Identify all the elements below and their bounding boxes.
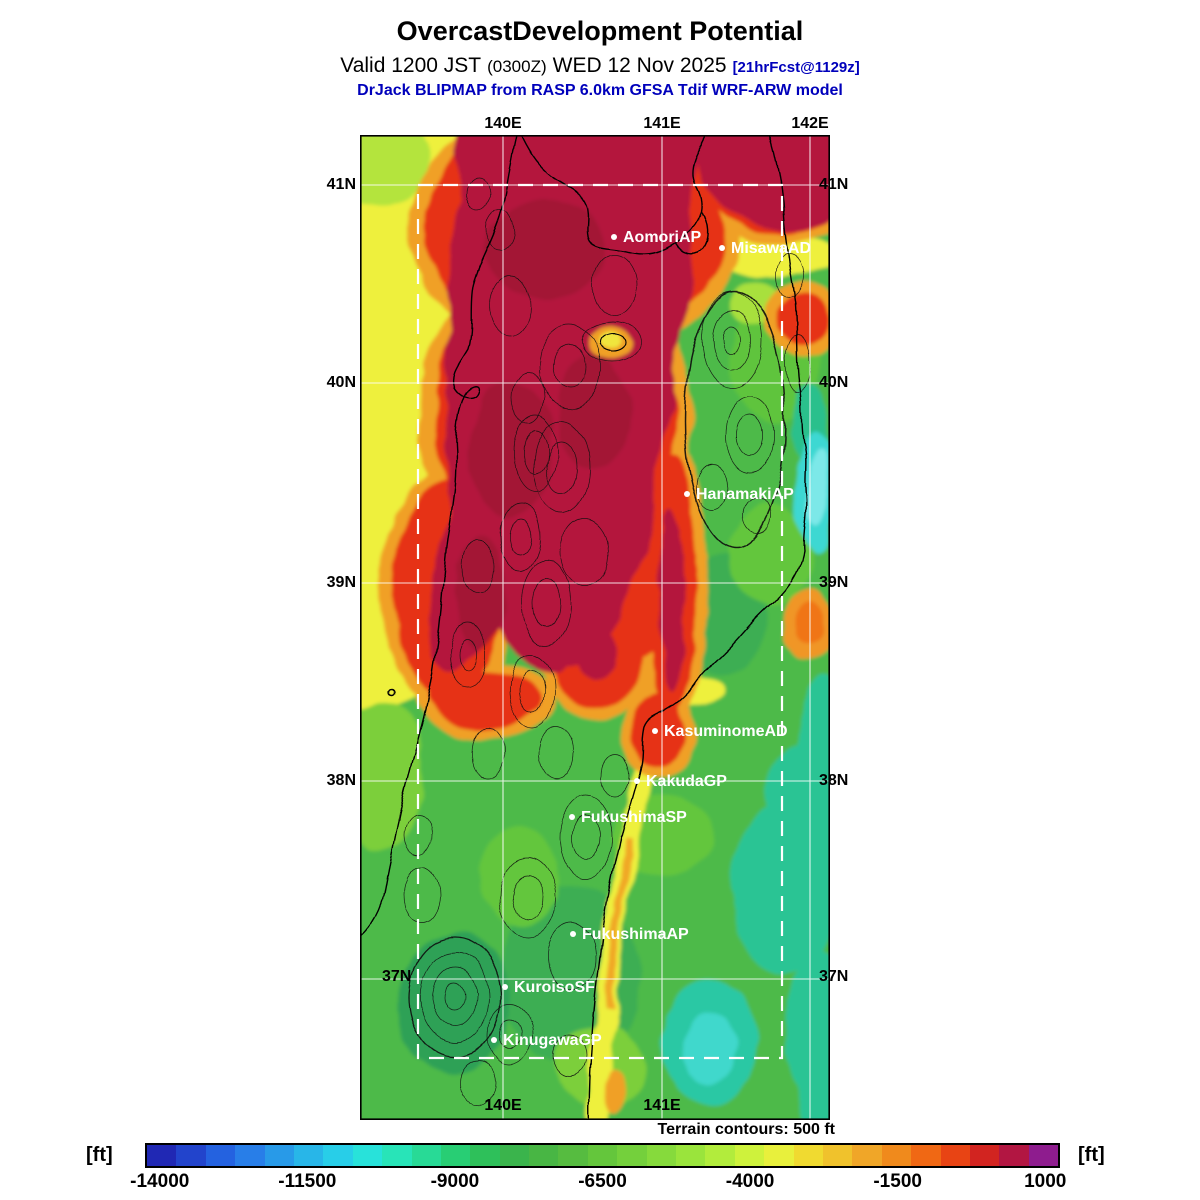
colorbar-tick-label: -9000: [430, 1171, 480, 1192]
colorbar-segment: [617, 1145, 647, 1166]
station-dot: [611, 234, 617, 240]
colorbar-tick-label: -4000: [725, 1171, 775, 1192]
colorbar-segment: [529, 1145, 559, 1166]
lat-label-left-40n: 40N: [326, 374, 356, 391]
colorbar-segment: [587, 1145, 618, 1166]
colorbar-ticks: -14000 -11500 -9000 -6500 -4000 -1500 1000: [130, 1171, 1066, 1195]
station-dot: [719, 245, 725, 251]
valid-date: WED 12 Nov 2025: [552, 54, 727, 77]
colorbar-tick-label: -14000: [130, 1171, 190, 1192]
colorbar-segment: [558, 1145, 588, 1166]
lat-label-left-38n: 38N: [326, 772, 356, 789]
colorbar-unit-left: [ft]: [86, 1144, 113, 1166]
station-label: HanamakiAP: [696, 486, 794, 503]
colorbar-segment: [969, 1145, 1000, 1166]
valid-line: Valid 1200 JST (0300Z) WED 12 Nov 2025 [21h…: [0, 54, 1200, 78]
colorbar-segment: [323, 1145, 353, 1166]
terrain-contour-lines: [403, 178, 811, 1106]
colorbar-tick-label: 1000: [1024, 1171, 1067, 1192]
colorbar-segment: [499, 1145, 530, 1166]
colorbar-segment: [705, 1145, 735, 1166]
lon-label-bottom-141e: 141E: [643, 1097, 681, 1114]
colorbar-tick-label: -6500: [578, 1171, 627, 1192]
colorbar-segment: [999, 1145, 1029, 1166]
colorbar-segment: [235, 1145, 265, 1166]
station-label: FukushimaAP: [582, 926, 689, 943]
stations: AomoriAP MisawaAD HanamakiAP KasuminomeA…: [491, 229, 811, 1049]
potential-field: [360, 135, 830, 1120]
lon-label-top-141e: 141E: [643, 115, 681, 132]
station-dot: [634, 778, 640, 784]
station-label: KakudaGP: [646, 773, 727, 790]
colorbar-segment: [411, 1145, 441, 1166]
valid-time: Valid 1200 JST: [340, 54, 482, 77]
model-domain-box: [416, 183, 784, 1060]
lat-label-right-40n: 40N: [819, 374, 849, 391]
station-label: KuroisoSF: [514, 979, 595, 996]
colorbar-segment: [911, 1145, 941, 1166]
colorbar-segment: [646, 1145, 677, 1166]
colorbar-segment: [470, 1145, 500, 1166]
valid-zulu: (0300Z): [487, 57, 547, 76]
forecast-tag: [21hrFcst@1129z]: [732, 59, 860, 76]
colorbar-segment: [176, 1145, 206, 1166]
lon-label-top-140e: 140E: [484, 115, 522, 132]
colorbar-segment: [734, 1145, 765, 1166]
model-line: DrJack BLIPMAP from RASP 6.0km GFSA Tdif…: [357, 82, 843, 99]
colorbar-segment: [147, 1145, 177, 1166]
colorbar-tick-label: -11500: [278, 1171, 337, 1192]
station-dot: [570, 931, 576, 937]
station-dot: [502, 984, 508, 990]
colorbar-segment: [764, 1145, 794, 1166]
colorbar-segment: [940, 1145, 970, 1166]
lat-label-right-39n: 39N: [819, 574, 849, 591]
lat-label-right-37n: 37N: [819, 968, 849, 985]
station-label: KinugawaGP: [503, 1032, 602, 1049]
colorbar-unit-right: [ft]: [1078, 1144, 1105, 1166]
colorbar-segment: [1028, 1145, 1059, 1166]
station-label: FukushimaSP: [581, 809, 687, 826]
colorbar-segment: [881, 1145, 912, 1166]
colorbar-segment: [676, 1145, 706, 1166]
lat-label-left-39n: 39N: [326, 574, 356, 591]
station-dot: [491, 1037, 497, 1043]
lat-label-right-38n: 38N: [819, 772, 849, 789]
station-label: MisawaAD: [731, 240, 811, 257]
colorbar-segment: [293, 1145, 324, 1166]
station-dot: [569, 814, 575, 820]
lon-label-top-142e: 142E: [791, 115, 829, 132]
forecast-map: AomoriAP MisawaAD HanamakiAP KasuminomeA…: [360, 135, 830, 1120]
colorbar-segment: [822, 1145, 853, 1166]
map-border: [360, 135, 830, 1120]
page-title: OvercastDevelopment Potential: [396, 16, 804, 46]
lon-label-bottom-140e: 140E: [484, 1097, 522, 1114]
colorbar-tick-label: -1500: [873, 1171, 922, 1192]
colorbar-segment: [382, 1145, 412, 1166]
lat-label-right-41n: 41N: [819, 176, 849, 193]
colorbar-segment: [793, 1145, 823, 1166]
colorbar-segment: [440, 1145, 471, 1166]
colorbar-gradient: [145, 1143, 1060, 1168]
station-dot: [684, 491, 690, 497]
colorbar-segment: [205, 1145, 236, 1166]
colorbar-segment: [852, 1145, 882, 1166]
station-label: AomoriAP: [623, 229, 702, 246]
colorbar-segment: [352, 1145, 383, 1166]
station-label: KasuminomeAD: [664, 723, 788, 740]
terrain-contours-note: Terrain contours: 500 ft: [657, 1121, 835, 1138]
station-dot: [652, 728, 658, 734]
lat-label-left-37n: 37N: [382, 968, 412, 985]
colorbar-segment: [264, 1145, 294, 1166]
lat-label-left-41n: 41N: [326, 176, 356, 193]
header: OvercastDevelopment Potential Valid 1200…: [0, 16, 1200, 100]
